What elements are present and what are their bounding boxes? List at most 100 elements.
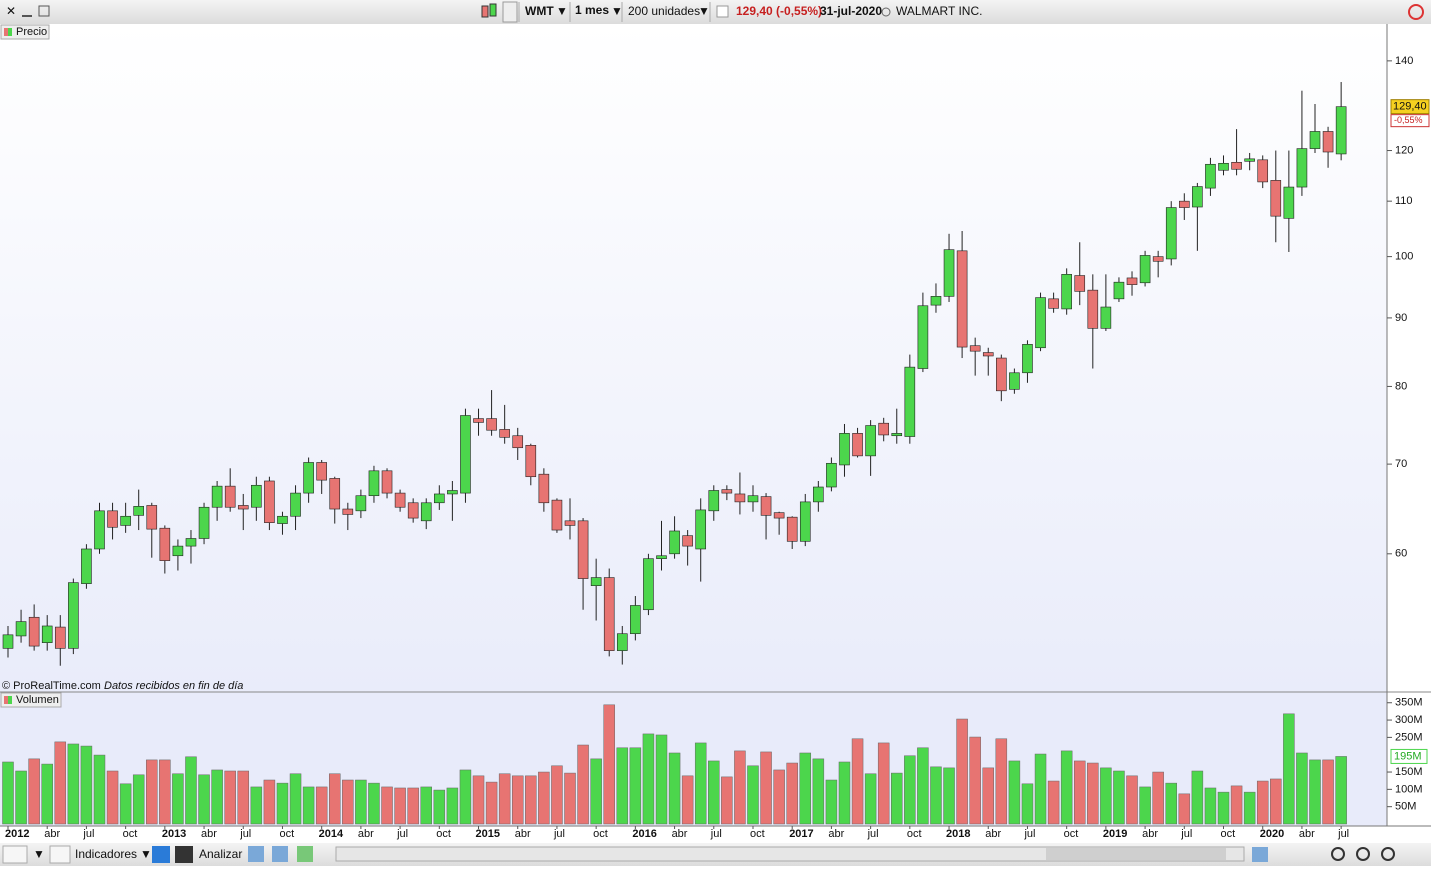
note: Datos recibidos en fin de día	[104, 680, 243, 692]
candle-body	[1035, 297, 1046, 349]
indicators-icon[interactable]	[49, 845, 71, 864]
candle-body	[368, 470, 380, 497]
symbol[interactable]: WMT	[525, 4, 554, 18]
volume-bar	[551, 765, 563, 825]
candle-body	[695, 509, 707, 550]
candle-body	[630, 605, 641, 635]
analyze-button[interactable]: Analizar	[199, 847, 242, 861]
candle-body	[355, 495, 367, 512]
candle-body	[303, 462, 314, 494]
maximize-button[interactable]	[38, 5, 50, 17]
candle-body	[878, 422, 889, 436]
x-tick-label: jul	[396, 828, 408, 840]
volume-bar	[1113, 770, 1125, 825]
instrument-name: WALMART INC.	[896, 4, 982, 18]
volume-bar	[224, 770, 236, 825]
indicators-button[interactable]: Indicadores	[75, 847, 137, 861]
volume-bar	[394, 787, 406, 825]
x-tick-label: oct	[750, 828, 765, 840]
volume-bar	[237, 770, 250, 825]
candle-body	[224, 485, 236, 508]
candle-body	[734, 493, 746, 503]
period[interactable]: 1 mes	[575, 3, 609, 17]
volume-bar	[185, 756, 197, 825]
candle-body	[1087, 289, 1099, 329]
volume-bar	[67, 743, 80, 825]
candle-body	[68, 582, 79, 649]
dropdown-arrow[interactable]: ▼	[556, 4, 568, 18]
y-tick-label: 140	[1395, 55, 1413, 67]
volume-bar	[329, 773, 341, 825]
quote: 129,40 (-0,55%)	[736, 4, 822, 18]
dropdown-arrow[interactable]: ▼	[33, 847, 45, 861]
dropdown-arrow[interactable]: ▼	[140, 847, 152, 861]
candle-body	[1257, 159, 1269, 183]
volume-bar	[498, 773, 511, 825]
chart-type-icon[interactable]	[489, 3, 497, 17]
scrollbar[interactable]	[335, 846, 1245, 862]
volume-bar	[355, 779, 367, 825]
info-icon[interactable]	[716, 5, 729, 18]
last-price-box	[1390, 99, 1430, 115]
dropdown-arrow[interactable]: ▼	[611, 4, 623, 18]
candle-body	[1296, 148, 1308, 188]
units[interactable]: 200 unidades	[628, 4, 700, 18]
candle-body	[434, 493, 445, 504]
tool-icon[interactable]	[248, 846, 264, 862]
candle-body	[852, 433, 863, 457]
candle-body	[316, 462, 327, 481]
candle-body	[1113, 281, 1125, 300]
y-tick-label: 50M	[1395, 801, 1416, 813]
volume-bar	[864, 773, 877, 825]
volume-bar	[603, 704, 615, 825]
volume-bar	[15, 770, 27, 825]
candle-body	[81, 548, 92, 584]
toolbar-bg	[0, 0, 1431, 24]
volume-bar	[159, 759, 171, 825]
volume-bar	[511, 775, 524, 825]
analyze-icon[interactable]	[175, 846, 193, 863]
share-icon[interactable]	[152, 846, 170, 863]
candle-body	[499, 429, 510, 438]
draw-tool[interactable]	[2, 845, 28, 864]
minimize-button[interactable]	[22, 15, 32, 17]
candle-body	[682, 535, 693, 547]
x-tick-label: oct	[907, 828, 922, 840]
candle-body	[1179, 200, 1190, 208]
close-button[interactable]: ✕	[6, 4, 16, 18]
candle-body	[1270, 180, 1282, 217]
tool-icon[interactable]	[1252, 847, 1268, 862]
candle-body	[54, 626, 66, 649]
volume-bar	[1126, 775, 1138, 825]
legend-box[interactable]	[0, 24, 50, 40]
y-tick-label: 110	[1395, 195, 1413, 207]
x-tick-label: abr	[515, 828, 531, 840]
legend-box[interactable]	[0, 692, 62, 708]
volume-bar	[1204, 787, 1217, 825]
volume-bar	[917, 747, 929, 825]
chart-type-icon[interactable]	[481, 5, 489, 18]
tool-icon[interactable]	[502, 1, 518, 23]
volume-bar	[342, 779, 354, 825]
candle-body	[643, 558, 654, 611]
tool-icon[interactable]	[272, 846, 288, 862]
scroll-thumb[interactable]	[1046, 848, 1226, 860]
volume-bar	[289, 773, 302, 825]
volume-bar	[1021, 783, 1034, 825]
volume-bar	[1178, 793, 1191, 825]
volume-bar	[642, 733, 655, 825]
zoom-out-icon[interactable]	[1356, 847, 1370, 861]
volume-bar	[956, 718, 968, 825]
zoom-in-icon[interactable]	[1381, 847, 1395, 861]
volume-bar	[668, 752, 681, 825]
tool-icon[interactable]	[297, 846, 313, 862]
volume-bar	[1191, 770, 1204, 825]
volume-bar	[812, 758, 825, 825]
dropdown-arrow[interactable]: ▼	[698, 4, 710, 18]
refresh-icon[interactable]	[1408, 4, 1424, 20]
zoom-icon[interactable]	[1331, 847, 1345, 861]
candle-body	[1139, 255, 1151, 284]
volume-bar	[838, 761, 851, 825]
volume-bar	[1100, 767, 1112, 825]
